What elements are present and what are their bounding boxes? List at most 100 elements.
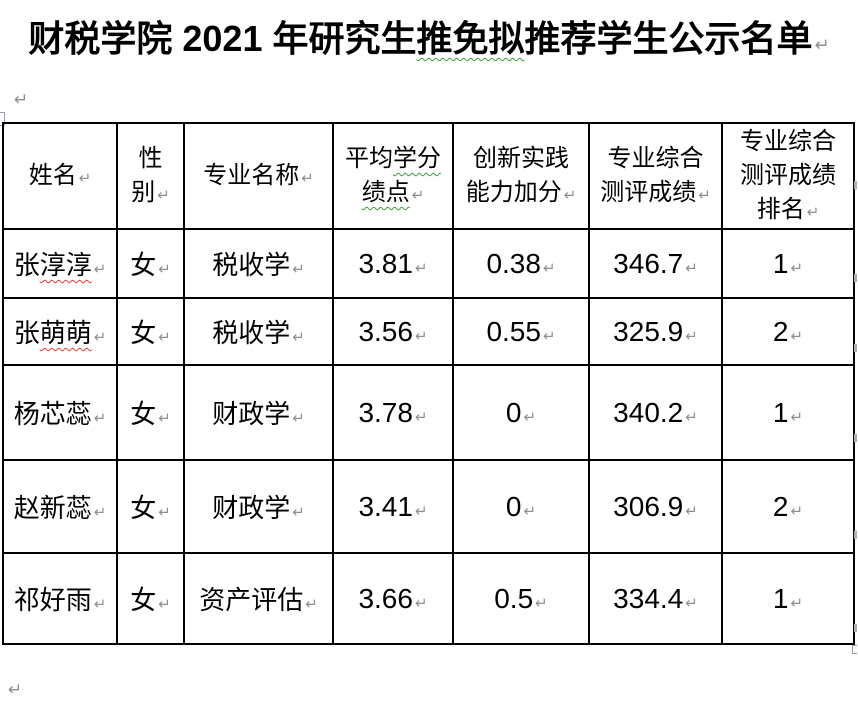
- bonus-cell[interactable]: 0 ↵: [452, 459, 590, 554]
- paragraph-mark-icon: ↵: [158, 595, 171, 613]
- rank-cell[interactable]: 1 ↵: [721, 552, 855, 645]
- table-row: 赵新蕊 ↵ 女 ↵ 财政学 ↵ 3.41 ↵ 0 ↵ 306.9 ↵ 2 ↵: [2, 459, 855, 554]
- student-name: 张: [13, 251, 40, 280]
- paragraph-mark-icon: ↵: [414, 407, 428, 426]
- paragraph-mark-icon: ↵: [542, 326, 556, 345]
- rank-cell[interactable]: 2 ↵: [721, 297, 855, 366]
- gpa-cell[interactable]: 3.41 ↵: [332, 459, 454, 554]
- table-row: 祁好雨 ↵ 女 ↵ 资产评估 ↵ 3.66 ↵ 0.5 ↵ 334.4 ↵ 1 ↵: [2, 552, 855, 645]
- gpa-value: 3.66: [358, 582, 413, 614]
- title-text-left: 财税学院 2021 年研究生: [28, 18, 417, 59]
- paragraph-mark-icon: ↵: [411, 186, 425, 204]
- rank-value: 1: [772, 396, 789, 428]
- major-value: 财政学: [212, 400, 291, 429]
- major-value: 财政学: [212, 494, 291, 523]
- major-cell[interactable]: 财政学 ↵: [183, 364, 334, 461]
- paragraph-mark-icon: ↵: [301, 169, 314, 187]
- header-cell-score[interactable]: 专业综合 测评成绩 ↵: [588, 122, 723, 230]
- score-cell[interactable]: 334.4 ↵: [588, 552, 723, 645]
- row-end-mark-icon: [854, 344, 857, 352]
- major-cell[interactable]: 税收学 ↵: [183, 297, 334, 366]
- paragraph-mark-icon: ↵: [414, 593, 428, 612]
- bonus-cell[interactable]: 0.38 ↵: [452, 228, 590, 299]
- bonus-value: 0: [505, 396, 522, 428]
- header-spellcheck-segment: 学分 绩点: [361, 146, 441, 206]
- rank-value: 2: [772, 490, 789, 522]
- paragraph-mark-icon: ↵: [93, 260, 107, 278]
- row-end-mark-icon: [854, 434, 857, 442]
- bonus-cell[interactable]: 0.5 ↵: [452, 552, 590, 645]
- score-cell[interactable]: 340.2 ↵: [588, 364, 723, 461]
- rank-cell[interactable]: 1 ↵: [721, 228, 855, 299]
- gpa-value: 3.56: [358, 315, 413, 347]
- paragraph-mark-icon: ↵: [685, 593, 698, 612]
- bonus-value: 0.38: [486, 247, 541, 279]
- name-cell[interactable]: 张萌萌 ↵: [2, 297, 118, 366]
- paragraph-mark-icon: ↵: [523, 501, 537, 520]
- gender-cell[interactable]: 女 ↵: [116, 297, 185, 366]
- header-cell-gender[interactable]: 性 别 ↵: [116, 122, 185, 230]
- gpa-value: 3.78: [358, 396, 413, 428]
- name-cell[interactable]: 祁好雨 ↵: [2, 552, 118, 645]
- gender-cell[interactable]: 女 ↵: [116, 552, 185, 645]
- table-row: 杨芯蕊 ↵ 女 ↵ 财政学 ↵ 3.78 ↵ 0 ↵ 340.2 ↵ 1 ↵: [2, 364, 855, 461]
- bonus-cell[interactable]: 0 ↵: [452, 364, 590, 461]
- paragraph-mark-icon: ↵: [535, 593, 548, 612]
- gpa-cell[interactable]: 3.78 ↵: [332, 364, 454, 461]
- paragraph-mark-icon: ↵: [685, 258, 698, 277]
- paragraph-mark-icon: ↵: [685, 501, 698, 520]
- major-cell[interactable]: 财政学 ↵: [183, 459, 334, 554]
- header-label: 专业综合 测评成绩 排名: [740, 129, 836, 223]
- students-table[interactable]: 姓名 ↵ 性 别 ↵ 专业名称 ↵ 平均学分 绩点 ↵ 创新实践 能力加分 ↵ 专业综合 …: [2, 122, 855, 645]
- paragraph-mark-icon: ↵: [158, 409, 171, 427]
- name-cell[interactable]: 赵新蕊 ↵: [2, 459, 118, 554]
- header-cell-name[interactable]: 姓名 ↵: [2, 122, 118, 230]
- score-cell[interactable]: 325.9 ↵: [588, 297, 723, 366]
- paragraph-mark-icon: ↵: [158, 328, 171, 346]
- paragraph-mark-icon: ↵: [790, 326, 804, 345]
- row-end-mark-icon: [854, 531, 857, 539]
- major-cell[interactable]: 税收学 ↵: [183, 228, 334, 299]
- header-cell-bonus[interactable]: 创新实践 能力加分 ↵: [452, 122, 590, 230]
- paragraph-mark-icon: ↵: [93, 595, 107, 613]
- score-value: 325.9: [613, 315, 684, 347]
- score-cell[interactable]: 306.9 ↵: [588, 459, 723, 554]
- header-cell-rank[interactable]: 专业综合 测评成绩 排名 ↵: [721, 122, 855, 230]
- paragraph-mark-icon: ↵: [93, 409, 107, 427]
- score-cell[interactable]: 346.7 ↵: [588, 228, 723, 299]
- rank-value: 2: [772, 315, 789, 347]
- header-cell-major[interactable]: 专业名称 ↵: [183, 122, 334, 230]
- gpa-cell[interactable]: 3.56 ↵: [332, 297, 454, 366]
- paragraph-mark-icon: ↵: [790, 258, 804, 277]
- rank-cell[interactable]: 1 ↵: [721, 364, 855, 461]
- name-cell[interactable]: 杨芯蕊 ↵: [2, 364, 118, 461]
- paragraph-mark-icon: ↵: [685, 407, 698, 426]
- gpa-cell[interactable]: 3.81 ↵: [332, 228, 454, 299]
- score-value: 346.7: [613, 247, 684, 279]
- rank-cell[interactable]: 2 ↵: [721, 459, 855, 554]
- paragraph-mark-icon: ↵: [414, 501, 428, 520]
- page-title: 财税学院 2021 年研究生推免拟推荐学生公示名单 ↵: [0, 10, 858, 62]
- table-row: 张淳淳 ↵ 女 ↵ 税收学 ↵ 3.81 ↵ 0.38 ↵ 346.7 ↵ 1 ↵: [2, 228, 855, 299]
- paragraph-mark-icon: ↵: [542, 258, 556, 277]
- paragraph-mark-icon: ↵: [814, 35, 830, 56]
- header-label: 性 别: [131, 146, 163, 206]
- gender-cell[interactable]: 女 ↵: [116, 364, 185, 461]
- title-text-right: 推荐学生公示名单: [524, 18, 813, 59]
- gender-cell[interactable]: 女 ↵: [116, 459, 185, 554]
- paragraph-mark-icon: ↵: [292, 503, 305, 521]
- paragraph-mark-icon: ↵: [93, 503, 107, 521]
- header-label: 专业综合 测评成绩: [600, 146, 704, 206]
- rank-value: 1: [772, 247, 789, 279]
- gpa-cell[interactable]: 3.66 ↵: [332, 552, 454, 645]
- header-cell-gpa[interactable]: 平均学分 绩点 ↵: [332, 122, 454, 230]
- bonus-cell[interactable]: 0.55 ↵: [452, 297, 590, 366]
- table-row: 张萌萌 ↵ 女 ↵ 税收学 ↵ 3.56 ↵ 0.55 ↵ 325.9 ↵ 2 ↵: [2, 297, 855, 366]
- name-cell[interactable]: 张淳淳 ↵: [2, 228, 118, 299]
- paragraph-mark-icon: ↵: [414, 258, 428, 277]
- major-value: 税收学: [212, 251, 291, 280]
- gender-cell[interactable]: 女 ↵: [116, 228, 185, 299]
- major-cell[interactable]: 资产评估 ↵: [183, 552, 334, 645]
- paragraph-mark-icon: ↵: [292, 409, 305, 427]
